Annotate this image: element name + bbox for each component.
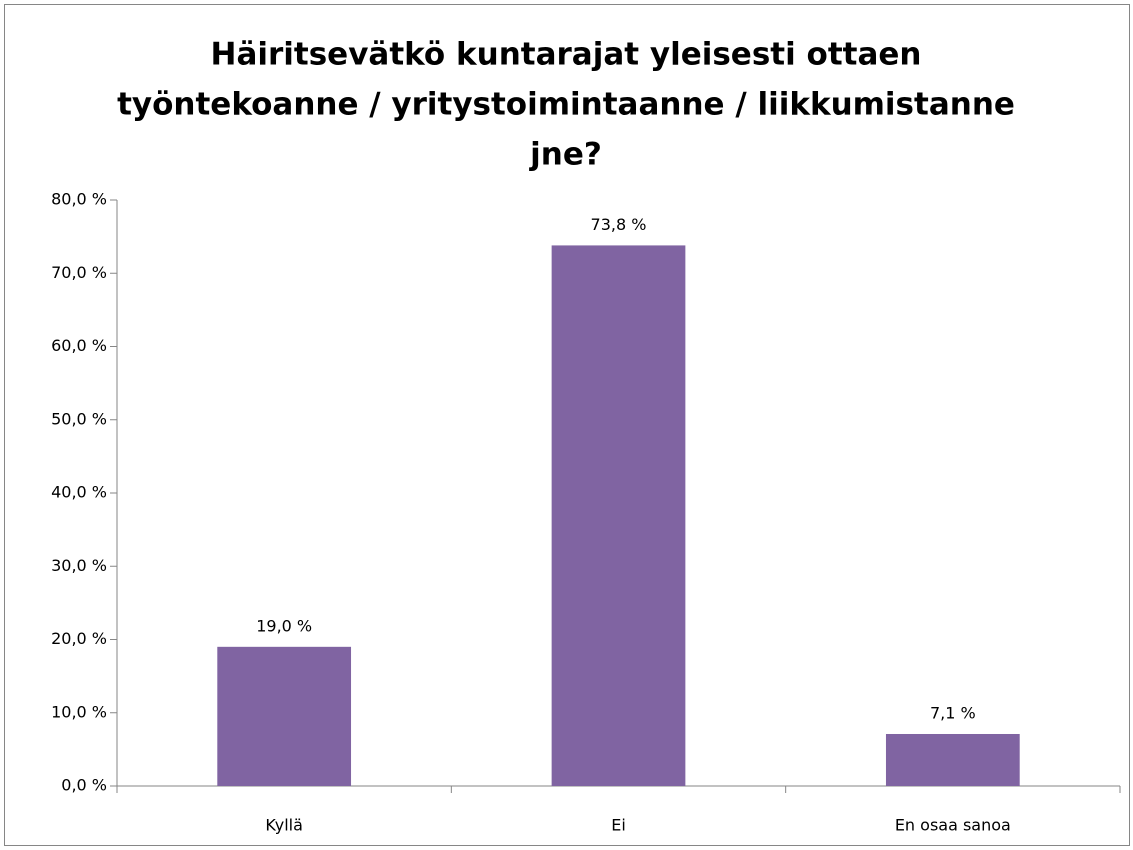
y-tick-label: 80,0 % — [51, 190, 107, 209]
y-tick-label: 0,0 % — [61, 776, 107, 795]
x-tick-label: Ei — [611, 816, 626, 835]
bar — [885, 733, 1020, 786]
bar — [217, 646, 352, 786]
y-tick-label: 10,0 % — [51, 702, 107, 721]
data-label: 73,8 % — [591, 215, 647, 234]
y-tick-label: 70,0 % — [51, 263, 107, 282]
bar — [551, 245, 686, 787]
x-tick-label: Kyllä — [265, 816, 303, 835]
chart-title: jne? — [528, 137, 602, 173]
y-tick-label: 30,0 % — [51, 556, 107, 575]
chart-title: työntekoanne / yritystoimintaanne / liik… — [117, 87, 1015, 123]
y-tick-label: 20,0 % — [51, 629, 107, 648]
y-tick-label: 50,0 % — [51, 409, 107, 428]
y-tick-label: 40,0 % — [51, 483, 107, 502]
data-label: 7,1 % — [930, 703, 976, 722]
x-tick-label: En osaa sanoa — [895, 816, 1011, 835]
y-tick-label: 60,0 % — [51, 336, 107, 355]
chart-title: Häiritsevätkö kuntarajat yleisesti ottae… — [211, 37, 922, 73]
data-label: 19,0 % — [256, 616, 312, 635]
